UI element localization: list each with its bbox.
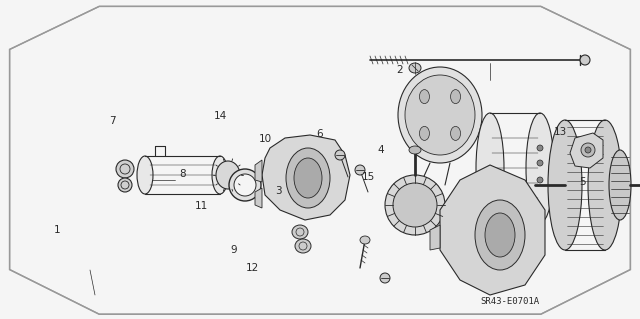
Ellipse shape: [476, 113, 504, 223]
Text: 8: 8: [179, 169, 186, 179]
Text: 4: 4: [378, 145, 384, 155]
Text: 9: 9: [230, 245, 237, 256]
Ellipse shape: [335, 150, 345, 160]
Text: 13: 13: [554, 127, 566, 137]
Ellipse shape: [419, 126, 429, 140]
Polygon shape: [570, 133, 603, 168]
Ellipse shape: [485, 213, 515, 257]
Text: SR43-E0701A: SR43-E0701A: [480, 297, 539, 306]
Polygon shape: [440, 165, 545, 295]
Text: 6: 6: [317, 129, 323, 139]
Ellipse shape: [398, 67, 482, 163]
Text: 15: 15: [362, 172, 374, 182]
Ellipse shape: [216, 161, 240, 189]
Ellipse shape: [537, 160, 543, 166]
Ellipse shape: [380, 273, 390, 283]
Ellipse shape: [451, 90, 461, 104]
Ellipse shape: [234, 174, 256, 196]
Polygon shape: [255, 188, 262, 208]
Ellipse shape: [393, 183, 437, 227]
Text: 10: 10: [259, 134, 272, 144]
Ellipse shape: [385, 175, 445, 235]
Ellipse shape: [355, 165, 365, 175]
Ellipse shape: [537, 145, 543, 151]
Ellipse shape: [116, 160, 134, 178]
Ellipse shape: [609, 150, 631, 220]
Ellipse shape: [360, 236, 370, 244]
Ellipse shape: [537, 177, 543, 183]
Text: 14: 14: [214, 111, 227, 122]
Ellipse shape: [286, 148, 330, 208]
Polygon shape: [255, 160, 262, 182]
Text: 3: 3: [275, 186, 282, 197]
Ellipse shape: [548, 120, 582, 250]
Text: 2: 2: [397, 65, 403, 75]
Ellipse shape: [451, 126, 461, 140]
Ellipse shape: [118, 178, 132, 192]
Ellipse shape: [475, 200, 525, 270]
Ellipse shape: [419, 90, 429, 104]
Text: 1: 1: [54, 225, 61, 235]
Ellipse shape: [580, 55, 590, 65]
Text: 5: 5: [579, 177, 586, 187]
Ellipse shape: [409, 63, 421, 73]
Polygon shape: [262, 135, 350, 220]
Ellipse shape: [137, 156, 153, 194]
Text: 11: 11: [195, 201, 208, 211]
Text: 12: 12: [246, 263, 259, 273]
Ellipse shape: [229, 169, 261, 201]
Ellipse shape: [409, 146, 421, 154]
Ellipse shape: [405, 75, 475, 155]
Ellipse shape: [294, 158, 322, 198]
Ellipse shape: [581, 143, 595, 157]
Ellipse shape: [292, 225, 308, 239]
Ellipse shape: [295, 239, 311, 253]
Text: 7: 7: [109, 116, 115, 126]
Ellipse shape: [526, 113, 554, 223]
Polygon shape: [430, 225, 440, 250]
Ellipse shape: [212, 156, 228, 194]
Ellipse shape: [585, 147, 591, 153]
Ellipse shape: [588, 120, 622, 250]
Polygon shape: [10, 6, 630, 314]
